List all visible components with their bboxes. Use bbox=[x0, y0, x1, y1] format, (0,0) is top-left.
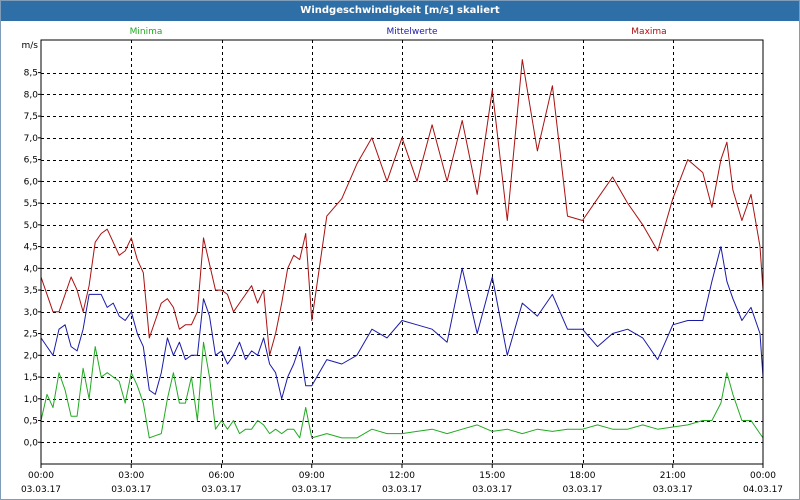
window-title: Windgeschwindigkeit [m/s] skaliert bbox=[1, 1, 799, 21]
x-tick-time: 12:00 bbox=[389, 471, 415, 481]
legend-mittelwerte: Mittelwerte bbox=[386, 27, 437, 37]
x-tick-date: 04.03.17 bbox=[743, 485, 783, 495]
legend: Minima Mittelwerte Maxima bbox=[130, 27, 667, 37]
x-tick-time: 06:00 bbox=[209, 471, 235, 481]
x-tick-time: 09:00 bbox=[299, 471, 325, 481]
y-tick-label: 7,5 bbox=[24, 112, 38, 122]
y-tick-label: 6,5 bbox=[24, 156, 38, 166]
x-tick-date: 03.03.17 bbox=[201, 485, 241, 495]
x-tick-time: 03:00 bbox=[118, 471, 144, 481]
legend-maxima: Maxima bbox=[631, 27, 666, 37]
y-tick-label: 7,0 bbox=[24, 134, 39, 144]
x-tick-date: 03.03.17 bbox=[382, 485, 422, 495]
x-tick-date: 03.03.17 bbox=[472, 485, 512, 495]
y-tick-label: 8,0 bbox=[24, 90, 39, 100]
x-tick-time: 00:00 bbox=[750, 471, 776, 481]
series-line-minima bbox=[40, 341, 764, 439]
x-tick-time: 00:00 bbox=[28, 471, 54, 481]
x-axis: 00:00 03.03.17 03:00 03.03.17 06:00 03.03.17 0… bbox=[21, 464, 783, 495]
y-tick-label: 5,5 bbox=[24, 199, 38, 209]
series-group bbox=[40, 59, 764, 439]
series-line-mittelwerte bbox=[40, 246, 764, 400]
y-tick-label: 1,0 bbox=[24, 395, 39, 405]
y-axis-label: m/s bbox=[22, 41, 39, 51]
y-tick-label: 2,5 bbox=[24, 330, 38, 340]
y-tick-label: 4,5 bbox=[24, 243, 38, 253]
y-tick-label: 2,0 bbox=[24, 351, 39, 361]
grid bbox=[41, 40, 763, 464]
x-tick-date: 03.03.17 bbox=[21, 485, 61, 495]
x-tick-date: 03.03.17 bbox=[562, 485, 602, 495]
legend-minima: Minima bbox=[130, 27, 163, 37]
x-tick-date: 03.03.17 bbox=[292, 485, 332, 495]
x-tick-time: 18:00 bbox=[570, 471, 596, 481]
y-tick-label: 8,5 bbox=[24, 69, 38, 79]
y-tick-label: 0,0 bbox=[24, 438, 39, 448]
x-tick-time: 21:00 bbox=[660, 471, 686, 481]
x-tick-date: 03.03.17 bbox=[111, 485, 151, 495]
y-axis: 0,0 0,5 1,0 1,5 2,0 2,5 3,0 3,5 4,0 4,5 5,0 5,5 6,0 6… bbox=[22, 41, 41, 448]
x-tick-date: 03.03.17 bbox=[653, 485, 693, 495]
y-tick-label: 3,5 bbox=[24, 286, 38, 296]
series-line-maxima bbox=[40, 59, 764, 356]
y-tick-label: 6,0 bbox=[24, 177, 39, 187]
y-tick-label: 0,5 bbox=[24, 417, 38, 427]
x-tick-time: 15:00 bbox=[479, 471, 505, 481]
y-tick-label: 1,5 bbox=[24, 373, 38, 383]
y-tick-label: 4,0 bbox=[24, 264, 39, 274]
y-tick-label: 5,0 bbox=[24, 221, 39, 231]
y-tick-label: 3,0 bbox=[24, 308, 39, 318]
